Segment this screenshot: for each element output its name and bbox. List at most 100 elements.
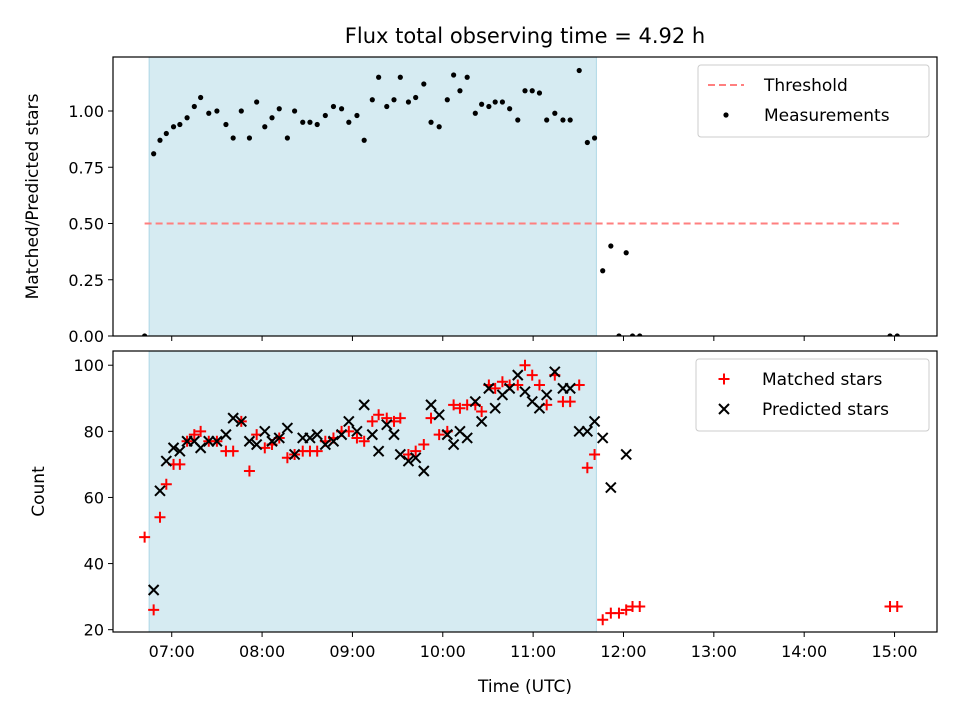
data-point [529, 88, 535, 94]
data-point [266, 435, 278, 447]
count-panel: 20 40 60 80 100 07:00 08:00 09:00 10:00 11:00 12:0… [29, 350, 938, 661]
data-point [327, 435, 340, 447]
data-point [402, 455, 415, 467]
data-point [262, 124, 268, 130]
data-point [174, 445, 186, 457]
data-point [560, 117, 566, 123]
data-point [354, 112, 360, 119]
data-point [230, 135, 236, 141]
data-point [227, 412, 239, 424]
data-point [191, 103, 197, 110]
data-point [284, 135, 290, 141]
legend: Threshold Measurements [697, 64, 930, 138]
legend-frame [697, 64, 930, 138]
x-tick-label: 07:00 [149, 642, 195, 661]
data-point [319, 438, 332, 451]
data-point [436, 124, 442, 130]
observing-window-span [148, 350, 597, 633]
data-point [335, 428, 348, 441]
legend-label: Matched stars [762, 370, 882, 390]
data-point [581, 462, 593, 474]
y-tick-label: 80 [84, 422, 104, 441]
x-tick-label: 14:00 [781, 642, 827, 661]
data-point [605, 481, 617, 494]
y-tick-label: 100 [73, 356, 104, 375]
data-point [552, 110, 558, 116]
data-point [588, 415, 601, 428]
data-point [540, 389, 553, 401]
data-point [307, 119, 313, 125]
data-point [464, 74, 470, 80]
observing-window-span [148, 56, 597, 337]
y-tick-label: 0.00 [68, 327, 104, 346]
data-point [608, 243, 614, 249]
data-point [573, 379, 585, 391]
y-tick-label: 40 [84, 555, 104, 574]
data-point [576, 67, 582, 74]
data-point [634, 601, 646, 613]
x-tick-label: 09:00 [329, 642, 375, 661]
data-point [441, 428, 454, 441]
y-tick-label: 1.00 [68, 102, 104, 121]
data-point [620, 604, 632, 616]
x-tick-label: 11:00 [510, 642, 556, 661]
plot-area [142, 67, 900, 336]
data-point [454, 402, 466, 414]
data-point [433, 409, 445, 421]
data-point [343, 415, 355, 428]
data-point [887, 333, 893, 336]
plot-area [139, 359, 903, 626]
data-point [457, 88, 463, 94]
data-point [394, 412, 406, 424]
data-point [397, 74, 403, 80]
data-point [891, 601, 903, 613]
data-point [597, 614, 609, 626]
data-point [358, 435, 370, 447]
data-point [292, 108, 298, 114]
data-point [519, 385, 531, 398]
data-point [372, 445, 385, 457]
data-point [499, 99, 506, 105]
data-point [409, 452, 422, 464]
data-point [311, 428, 323, 441]
data-point [373, 409, 385, 421]
series-1 [142, 67, 900, 336]
data-point [163, 130, 169, 137]
data-point [322, 112, 328, 119]
data-point [311, 445, 323, 457]
y-tick-label: 0.75 [68, 158, 104, 177]
y-tick-label: 20 [84, 621, 104, 640]
data-point [300, 119, 306, 125]
data-point [330, 103, 337, 110]
series-1 [139, 359, 903, 626]
data-point [512, 369, 524, 381]
data-point [366, 415, 378, 427]
data-point [160, 455, 173, 467]
data-point [148, 604, 160, 616]
data-point [600, 268, 606, 274]
data-point [620, 448, 632, 461]
data-point [596, 432, 609, 444]
data-point [269, 115, 275, 121]
data-point [304, 432, 316, 444]
chart-title: Flux total observing time = 4.92 h [345, 24, 705, 48]
data-point [351, 432, 363, 444]
data-point [160, 478, 172, 490]
y-tick-label: 0.25 [68, 271, 104, 290]
y-tick-label: 0.50 [68, 215, 104, 234]
data-point [533, 402, 546, 414]
data-point [235, 415, 248, 428]
x-tick-label: 12:00 [600, 642, 646, 661]
data-point [391, 97, 397, 103]
data-point [198, 94, 204, 101]
data-point [246, 135, 253, 141]
data-point [492, 99, 498, 105]
data-point [581, 425, 594, 438]
data-point [346, 119, 352, 125]
y-axis-label: Matched/Predicted stars [23, 93, 43, 299]
data-point [637, 333, 643, 336]
data-point [358, 399, 370, 411]
data-point [483, 382, 495, 395]
data-point [428, 119, 434, 125]
data-point [461, 432, 473, 444]
